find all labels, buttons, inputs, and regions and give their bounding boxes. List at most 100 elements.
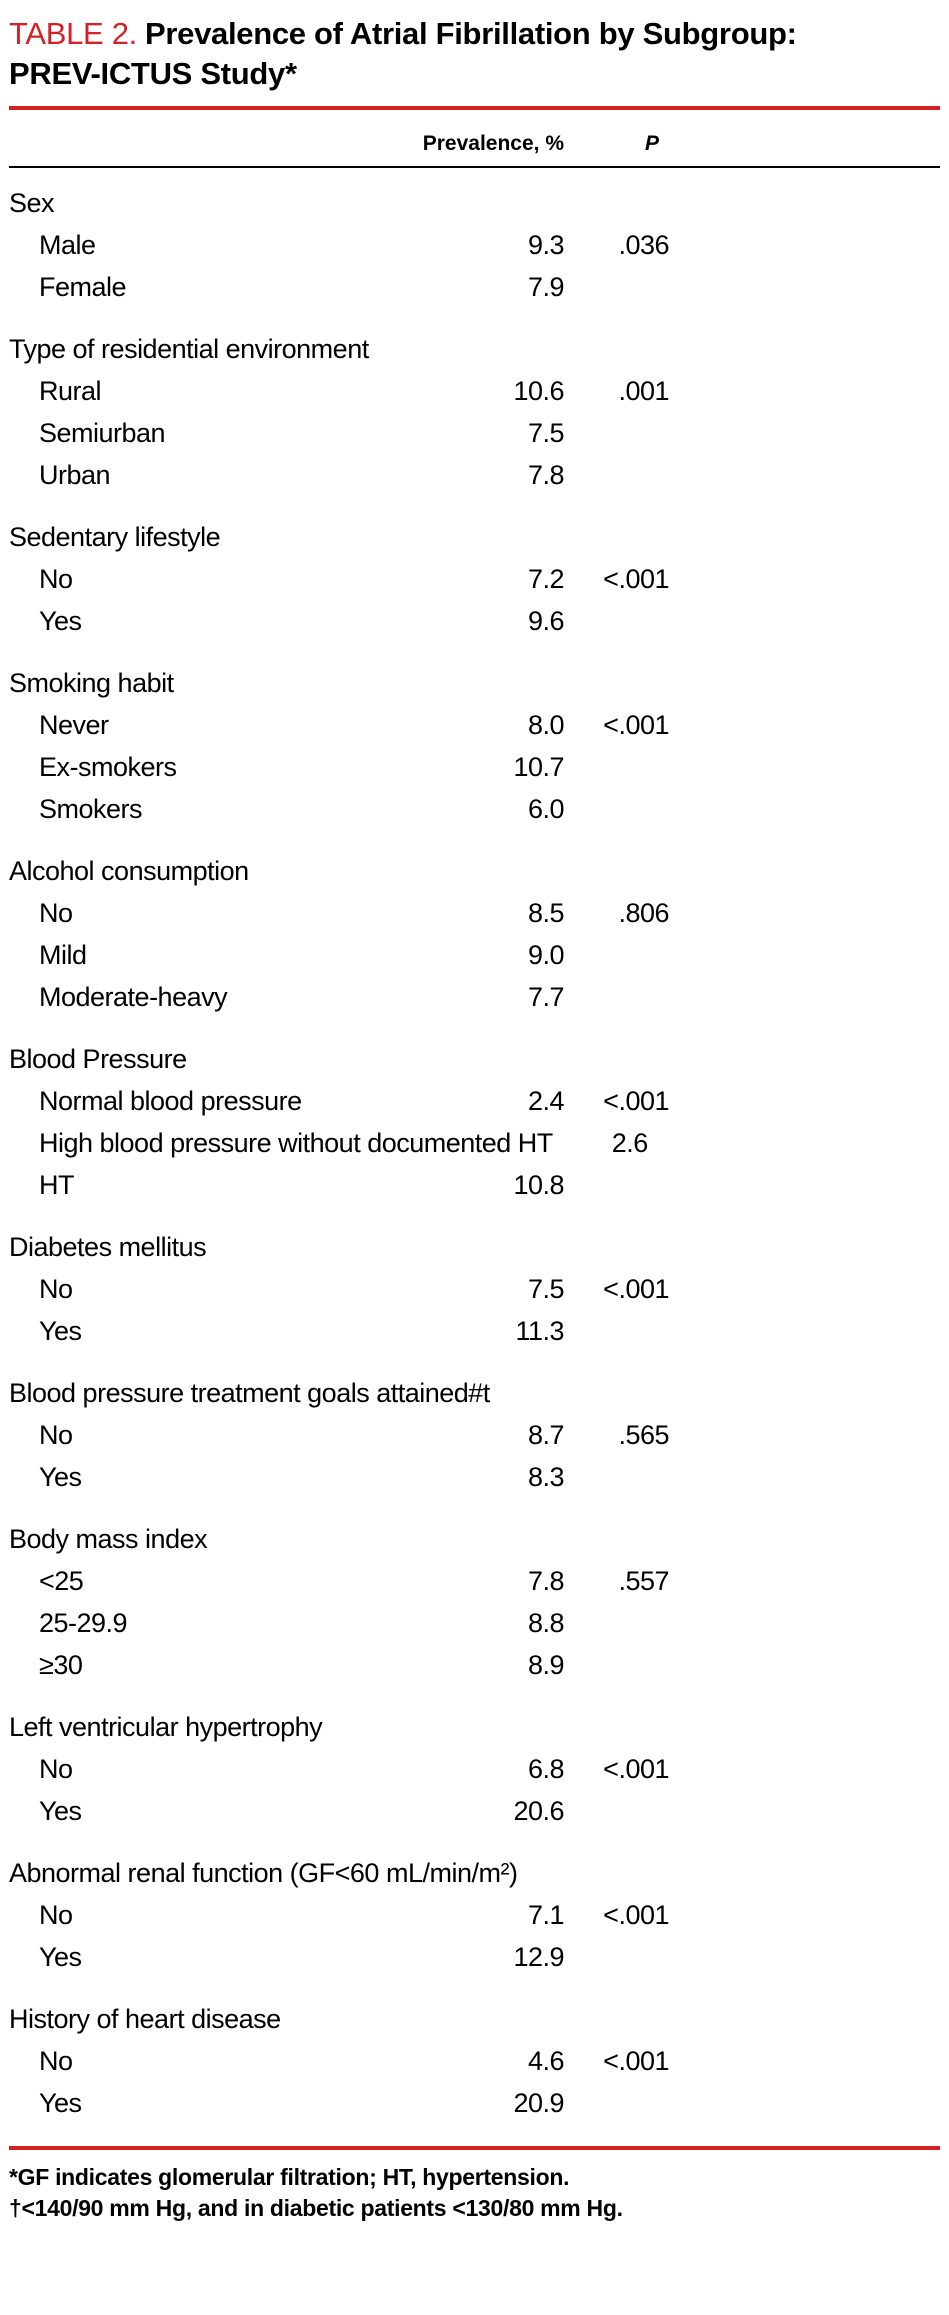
row-prevalence-value: 8.9 [527, 1650, 565, 1680]
table-row: Male 9.3 .036 [9, 224, 670, 266]
row-label: Mild [39, 940, 87, 970]
table-section: Sex Male 9.3 .036 Female 7.9 [9, 182, 940, 308]
row-p-value [564, 266, 669, 308]
row-p-value [564, 1164, 669, 1206]
table-row: Female 7.9 [9, 266, 669, 308]
row-prevalence-value: 10.7 [513, 752, 564, 782]
row-p-value [564, 934, 669, 976]
row-label: Normal blood pressure [39, 1086, 302, 1116]
row-label: Rural [39, 376, 102, 406]
row-label: Yes [39, 1316, 82, 1346]
section-header-row: History of heart disease [9, 1998, 669, 2040]
row-p-value [564, 1602, 669, 1644]
section-label: Body mass index [9, 1524, 208, 1554]
row-prevalence-value: 20.9 [513, 2088, 564, 2118]
section-header-row: Blood Pressure [9, 1038, 669, 1080]
row-prevalence-value: 10.6 [513, 376, 564, 406]
row-p-value [564, 746, 669, 788]
table-row: Yes 11.3 [9, 1310, 669, 1352]
footnote-bp-goal: †<140/90 mm Hg, and in diabetic patients… [9, 2195, 623, 2221]
table-row: No 7.2 <.001 [9, 558, 670, 600]
section-header-row: Alcohol consumption [9, 850, 669, 892]
table-row: HT 10.8 [9, 1164, 669, 1206]
table-row: No 4.6 <.001 [9, 2040, 670, 2082]
row-prevalence-value: 2.6 [611, 1128, 649, 1158]
row-p-value [564, 788, 669, 830]
row-prevalence-value: 6.8 [527, 1754, 565, 1784]
row-prevalence-value: 7.1 [527, 1900, 565, 1930]
table-row: No 7.1 <.001 [9, 1894, 670, 1936]
section-header-row: Sex [9, 182, 669, 224]
row-label: Smokers [39, 794, 143, 824]
row-p-value: <.001 [603, 1754, 669, 1784]
section-label: History of heart disease [9, 2004, 281, 2034]
row-prevalence-value: 7.7 [527, 982, 565, 1012]
row-label: No [39, 1420, 73, 1450]
row-prevalence-value: 7.9 [527, 272, 565, 302]
table-row: Never 8.0 <.001 [9, 704, 670, 746]
table-section: Blood Pressure Normal blood pressure 2.4 <.… [9, 1038, 940, 1206]
table-row: Semiurban 7.5 [9, 412, 669, 454]
table-row: No 6.8 <.001 [9, 1748, 670, 1790]
row-label: <25 [39, 1566, 84, 1596]
section-header-row: Body mass index [9, 1518, 669, 1560]
row-label: Male [39, 230, 96, 260]
row-prevalence-value: 9.3 [527, 230, 565, 260]
row-prevalence-value: 2.4 [527, 1086, 565, 1116]
table-row: Yes 8.3 [9, 1456, 669, 1498]
row-label: 25-29.9 [39, 1608, 128, 1638]
table-body: Sex Male 9.3 .036 Female 7.9 Type of residenti… [9, 182, 940, 2124]
table-row: Yes 9.6 [9, 600, 669, 642]
table-row: Normal blood pressure 2.4 <.001 [9, 1080, 670, 1122]
table-row: Smokers 6.0 [9, 788, 669, 830]
table-row: 25-29.9 8.8 [9, 1602, 669, 1644]
row-prevalence-value: 11.3 [515, 1316, 564, 1346]
row-label: Moderate-heavy [39, 982, 228, 1012]
table-row: Mild 9.0 [9, 934, 669, 976]
row-label: No [39, 1754, 73, 1784]
row-prevalence-value: 6.0 [527, 794, 565, 824]
column-header-row: Prevalence, % P [9, 126, 669, 156]
table-title-text: Prevalence of Atrial Fibrillation by Sub… [9, 16, 797, 91]
row-p-value [564, 1936, 669, 1978]
row-p-value [564, 412, 669, 454]
footnote-gf: *GF indicates glomerular filtration; HT,… [9, 2164, 570, 2190]
row-p-value [564, 1456, 669, 1498]
row-label: No [39, 1900, 73, 1930]
table-row: Ex-smokers 10.7 [9, 746, 669, 788]
section-header-row: Left ventricular hypertrophy [9, 1706, 669, 1748]
row-label: Female [39, 272, 127, 302]
section-label: Type of residential environment [9, 334, 369, 364]
table-row: Yes 20.9 [9, 2082, 669, 2124]
table-section: Body mass index <25 7.8 .557 25-29.9 8.8 ≥30 8.… [9, 1518, 940, 1686]
row-prevalence-value: 7.2 [527, 564, 565, 594]
section-label: Smoking habit [9, 668, 174, 698]
section-label: Sedentary lifestyle [9, 522, 221, 552]
row-prevalence-value: 7.5 [527, 1274, 565, 1304]
section-header-row: Diabetes mellitus [9, 1226, 669, 1268]
table-row: Yes 20.6 [9, 1790, 669, 1832]
row-prevalence-value: 7.5 [527, 418, 565, 448]
row-label: No [39, 898, 73, 928]
table-section: Alcohol consumption No 8.5 .806 Mild 9.0 Moder… [9, 850, 940, 1018]
row-prevalence-value: 4.6 [527, 2046, 565, 2076]
table-title: TABLE 2. Prevalence of Atrial Fibrillatio… [9, 14, 799, 94]
row-p-value [564, 1310, 669, 1352]
table-row: Rural 10.6 .001 [9, 370, 670, 412]
row-label: Yes [39, 1796, 82, 1826]
section-label: Left ventricular hypertrophy [9, 1712, 323, 1742]
column-header-prevalence: Prevalence, % [422, 132, 564, 155]
row-p-value: <.001 [603, 1274, 669, 1304]
table-row: High blood pressure without documented H… [9, 1122, 669, 1164]
row-prevalence-value: 20.6 [513, 1796, 564, 1826]
section-label: Sex [9, 188, 55, 218]
row-prevalence-value: 10.8 [513, 1170, 564, 1200]
table-row: Yes 12.9 [9, 1936, 669, 1978]
section-header-row: Smoking habit [9, 662, 669, 704]
row-label: Yes [39, 1462, 82, 1492]
section-label: Blood pressure treatment goals attained#… [9, 1378, 490, 1408]
row-label: No [39, 1274, 73, 1304]
section-header-row: Type of residential environment [9, 328, 669, 370]
table-section: Type of residential environment Rural 10.6… [9, 328, 940, 496]
